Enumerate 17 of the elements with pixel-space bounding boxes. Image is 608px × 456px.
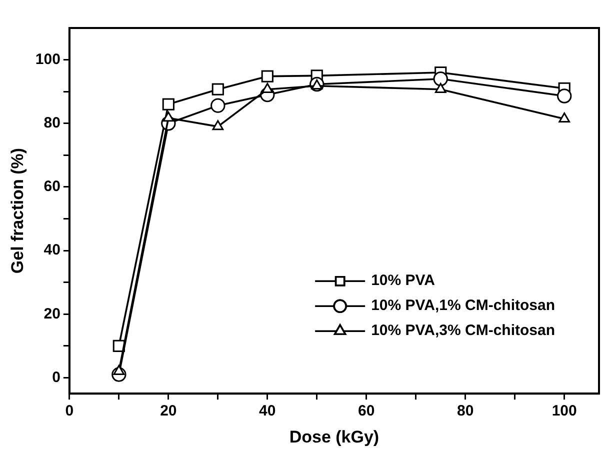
y-tick-label: 0 bbox=[52, 368, 60, 386]
legend-label: 10% PVA,3% CM-chitosan bbox=[371, 322, 556, 340]
x-tick-label: 40 bbox=[259, 402, 276, 420]
x-tick-label: 20 bbox=[160, 402, 177, 420]
legend-label: 10% PVA bbox=[371, 272, 436, 290]
x-tick-label: 0 bbox=[65, 402, 74, 420]
y-tick-label: 20 bbox=[44, 305, 60, 322]
y-tick-label: 80 bbox=[44, 114, 60, 132]
y-tick-label: 40 bbox=[44, 242, 60, 259]
x-tick-label: 60 bbox=[358, 402, 375, 420]
x-tick-label: 100 bbox=[552, 402, 577, 420]
y-axis-title: Gel fraction (%) bbox=[8, 148, 27, 274]
x-axis-title: Dose (kGy) bbox=[289, 427, 380, 446]
x-tick-label: 80 bbox=[457, 402, 474, 420]
legend-label: 10% PVA,1% CM-chitosan bbox=[371, 297, 556, 314]
y-tick-label: 100 bbox=[35, 50, 60, 68]
y-tick-label: 60 bbox=[44, 178, 60, 196]
